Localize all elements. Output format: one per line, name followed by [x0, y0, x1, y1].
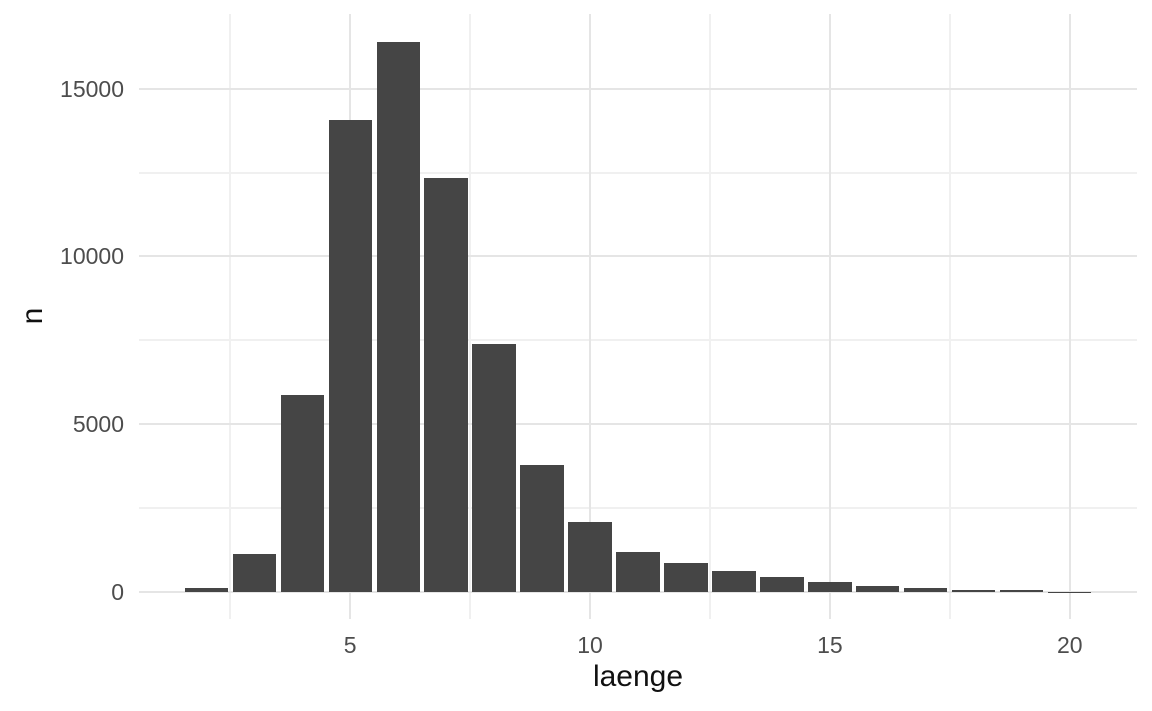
- x-major-gridline: [828, 14, 831, 619]
- bar: [280, 394, 324, 592]
- bar: [808, 582, 852, 592]
- x-major-gridline: [589, 14, 592, 619]
- x-minor-gridline: [229, 14, 232, 619]
- bar: [424, 177, 468, 592]
- bar: [952, 589, 996, 592]
- y-tick-label: 15000: [60, 75, 124, 102]
- bar: [712, 571, 756, 592]
- y-major-gridline: [139, 255, 1137, 258]
- bar: [520, 464, 564, 592]
- bar: [376, 41, 420, 592]
- bar: [856, 585, 900, 592]
- y-tick-label: 0: [111, 578, 124, 605]
- y-tick-label: 5000: [72, 411, 124, 438]
- y-major-gridline: [139, 87, 1137, 90]
- x-tick-label: 10: [577, 632, 603, 658]
- x-minor-gridline: [708, 14, 711, 619]
- bar: [232, 553, 276, 592]
- bar: [184, 588, 228, 592]
- y-tick-label: 10000: [60, 243, 124, 270]
- y-axis-tick-labels: 0 5000 10000 15000: [0, 0, 124, 711]
- plot-panel: [139, 14, 1137, 619]
- y-minor-gridline: [139, 171, 1137, 174]
- bar: [904, 588, 948, 592]
- bar: [472, 344, 516, 592]
- bar: [760, 577, 804, 592]
- x-axis-tick-labels: 5 10 15 20: [0, 631, 1152, 661]
- x-tick-label: 5: [343, 632, 357, 658]
- y-axis-title: n: [16, 307, 49, 325]
- bar: [568, 522, 612, 592]
- bar: [664, 563, 708, 592]
- x-major-gridline: [1068, 14, 1071, 619]
- x-minor-gridline: [469, 14, 472, 619]
- x-tick-label: 15: [817, 632, 843, 658]
- y-major-gridline: [139, 590, 1137, 593]
- bar: [328, 119, 372, 592]
- x-minor-gridline: [948, 14, 951, 619]
- x-tick-label: 20: [1057, 632, 1083, 658]
- y-major-gridline: [139, 423, 1137, 426]
- bar: [616, 552, 660, 592]
- y-minor-gridline: [139, 339, 1137, 342]
- x-axis-title: laenge: [592, 660, 684, 693]
- bar: [1000, 590, 1044, 592]
- y-minor-gridline: [139, 506, 1137, 509]
